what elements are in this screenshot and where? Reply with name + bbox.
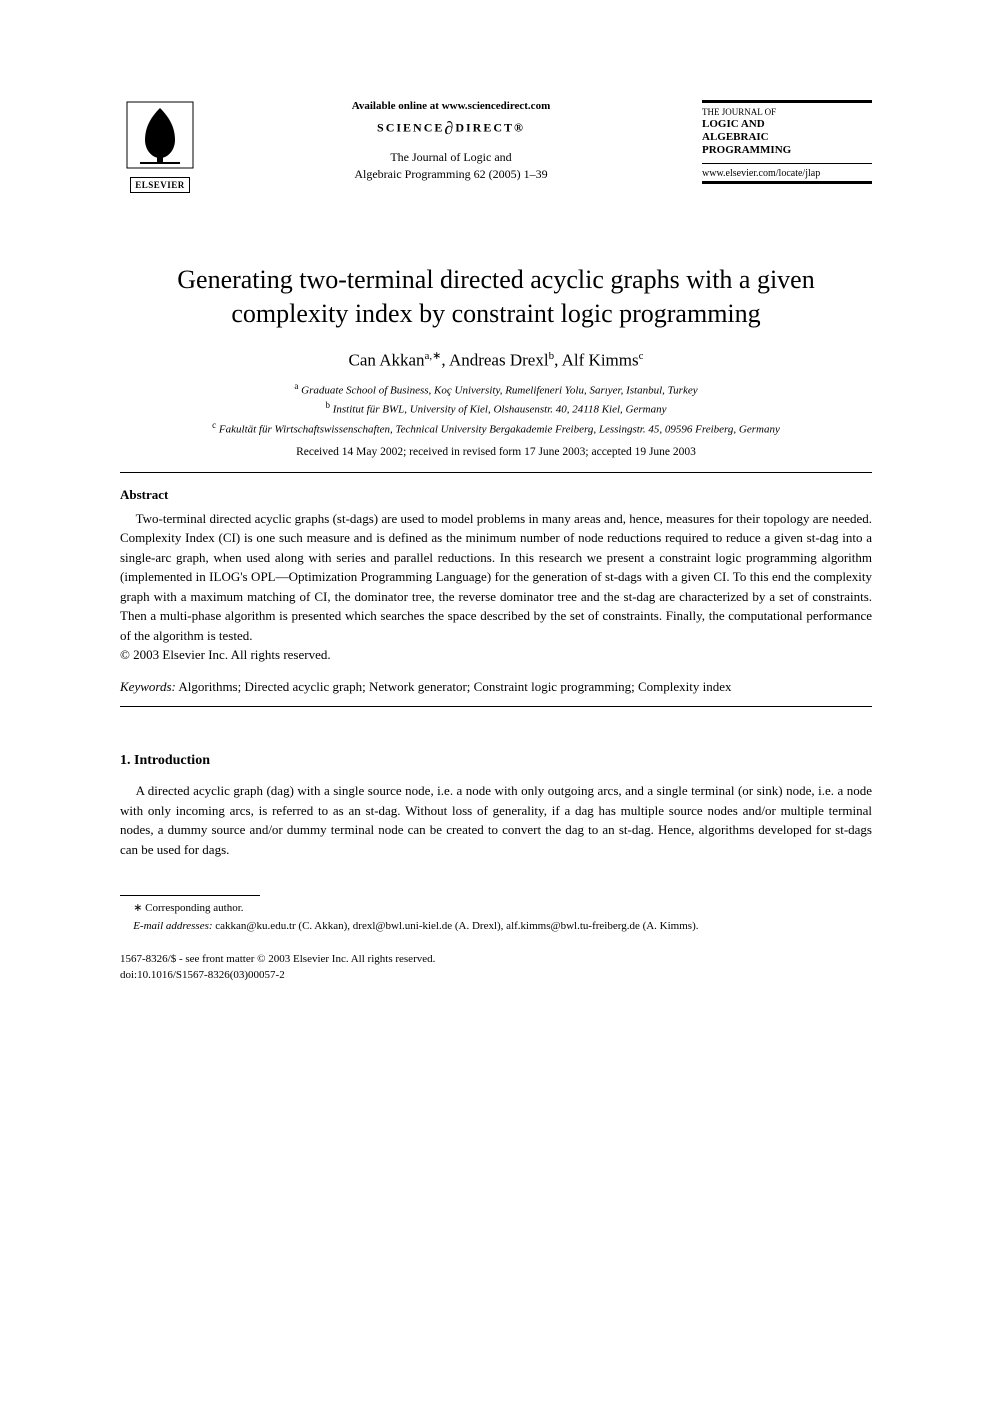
right-header: THE JOURNAL OF LOGIC AND ALGEBRAIC PROGR… [702, 100, 872, 184]
keywords: Keywords: Algorithms; Directed acyclic g… [120, 677, 872, 697]
journal-citation: The Journal of Logic and Algebraic Progr… [220, 149, 682, 183]
author-1-name: Can Akkan [349, 350, 425, 369]
journal-badge-line2: LOGIC AND [702, 118, 872, 131]
sciencedirect-d-icon: ∂ [444, 118, 455, 138]
article-dates: Received 14 May 2002; received in revise… [120, 446, 872, 458]
elsevier-tree-icon [125, 100, 195, 170]
affiliation-c-text: Fakultät für Wirtschaftswissenschaften, … [219, 423, 780, 435]
header-row: ELSEVIER Available online at www.science… [120, 100, 872, 193]
author-3-name: Alf Kimms [562, 350, 639, 369]
article-title: Generating two-terminal directed acyclic… [120, 263, 872, 331]
journal-citation-line1: The Journal of Logic and [220, 149, 682, 166]
email-addresses-line: E-mail addresses: cakkan@ku.edu.tr (C. A… [120, 918, 872, 935]
footnotes: ∗ Corresponding author. E-mail addresses… [120, 900, 872, 934]
author-3-sup: c [639, 350, 644, 362]
available-online-text: Available online at www.sciencedirect.co… [220, 100, 682, 112]
front-matter-line2: doi:10.1016/S1567-8326(03)00057-2 [120, 968, 872, 983]
affiliation-a-text: Graduate School of Business, Koç Univers… [301, 385, 697, 397]
sciencedirect-left: SCIENCE [377, 120, 444, 134]
footnote-rule [120, 895, 260, 896]
journal-badge-line1: THE JOURNAL OF [702, 107, 872, 118]
front-matter: 1567-8326/$ - see front matter © 2003 El… [120, 952, 872, 983]
corresponding-author-note: ∗ Corresponding author. [120, 900, 872, 917]
email-addresses: cakkan@ku.edu.tr (C. Akkan), drexl@bwl.u… [213, 920, 699, 932]
sciencedirect-logo: SCIENCE∂DIRECT® [220, 118, 682, 139]
abstract-copyright: © 2003 Elsevier Inc. All rights reserved… [120, 645, 872, 665]
abstract-heading: Abstract [120, 487, 872, 503]
rule-before-abstract [120, 472, 872, 473]
email-label: E-mail addresses: [133, 920, 212, 932]
author-2-name: Andreas Drexl [449, 350, 549, 369]
journal-badge-line3: ALGEBRAIC [702, 131, 872, 144]
rule-after-keywords [120, 706, 872, 707]
authors-line: Can Akkana,∗, Andreas Drexlb, Alf Kimmsc [120, 349, 872, 371]
journal-url: www.elsevier.com/locate/jlap [702, 166, 872, 184]
author-sep-1: , [441, 350, 449, 369]
paper-page: ELSEVIER Available online at www.science… [0, 0, 992, 1403]
journal-citation-line2: Algebraic Programming 62 (2005) 1–39 [220, 166, 682, 183]
affiliation-c: c Fakultät für Wirtschaftswissenschaften… [120, 419, 872, 438]
keywords-text: Algorithms; Directed acyclic graph; Netw… [176, 679, 732, 694]
affiliation-b-text: Institut für BWL, University of Kiel, Ol… [333, 404, 667, 416]
journal-badge: THE JOURNAL OF LOGIC AND ALGEBRAIC PROGR… [702, 100, 872, 164]
sciencedirect-right: DIRECT® [455, 120, 525, 134]
section-1-para-1: A directed acyclic graph (dag) with a si… [120, 781, 872, 859]
affiliation-a: a Graduate School of Business, Koç Unive… [120, 380, 872, 399]
section-1-heading: 1. Introduction [120, 753, 872, 769]
author-sep-2: , [554, 350, 562, 369]
affiliation-b: b Institut für BWL, University of Kiel, … [120, 399, 872, 418]
elsevier-label: ELSEVIER [130, 177, 190, 193]
keywords-label: Keywords: [120, 679, 176, 694]
center-header: Available online at www.sciencedirect.co… [200, 100, 702, 183]
elsevier-logo: ELSEVIER [120, 100, 200, 193]
abstract-text: Two-terminal directed acyclic graphs (st… [120, 509, 872, 646]
affiliations: a Graduate School of Business, Koç Unive… [120, 380, 872, 437]
author-1-sup: a,∗ [425, 350, 442, 362]
journal-badge-line4: PROGRAMMING [702, 144, 872, 157]
front-matter-line1: 1567-8326/$ - see front matter © 2003 El… [120, 952, 872, 967]
